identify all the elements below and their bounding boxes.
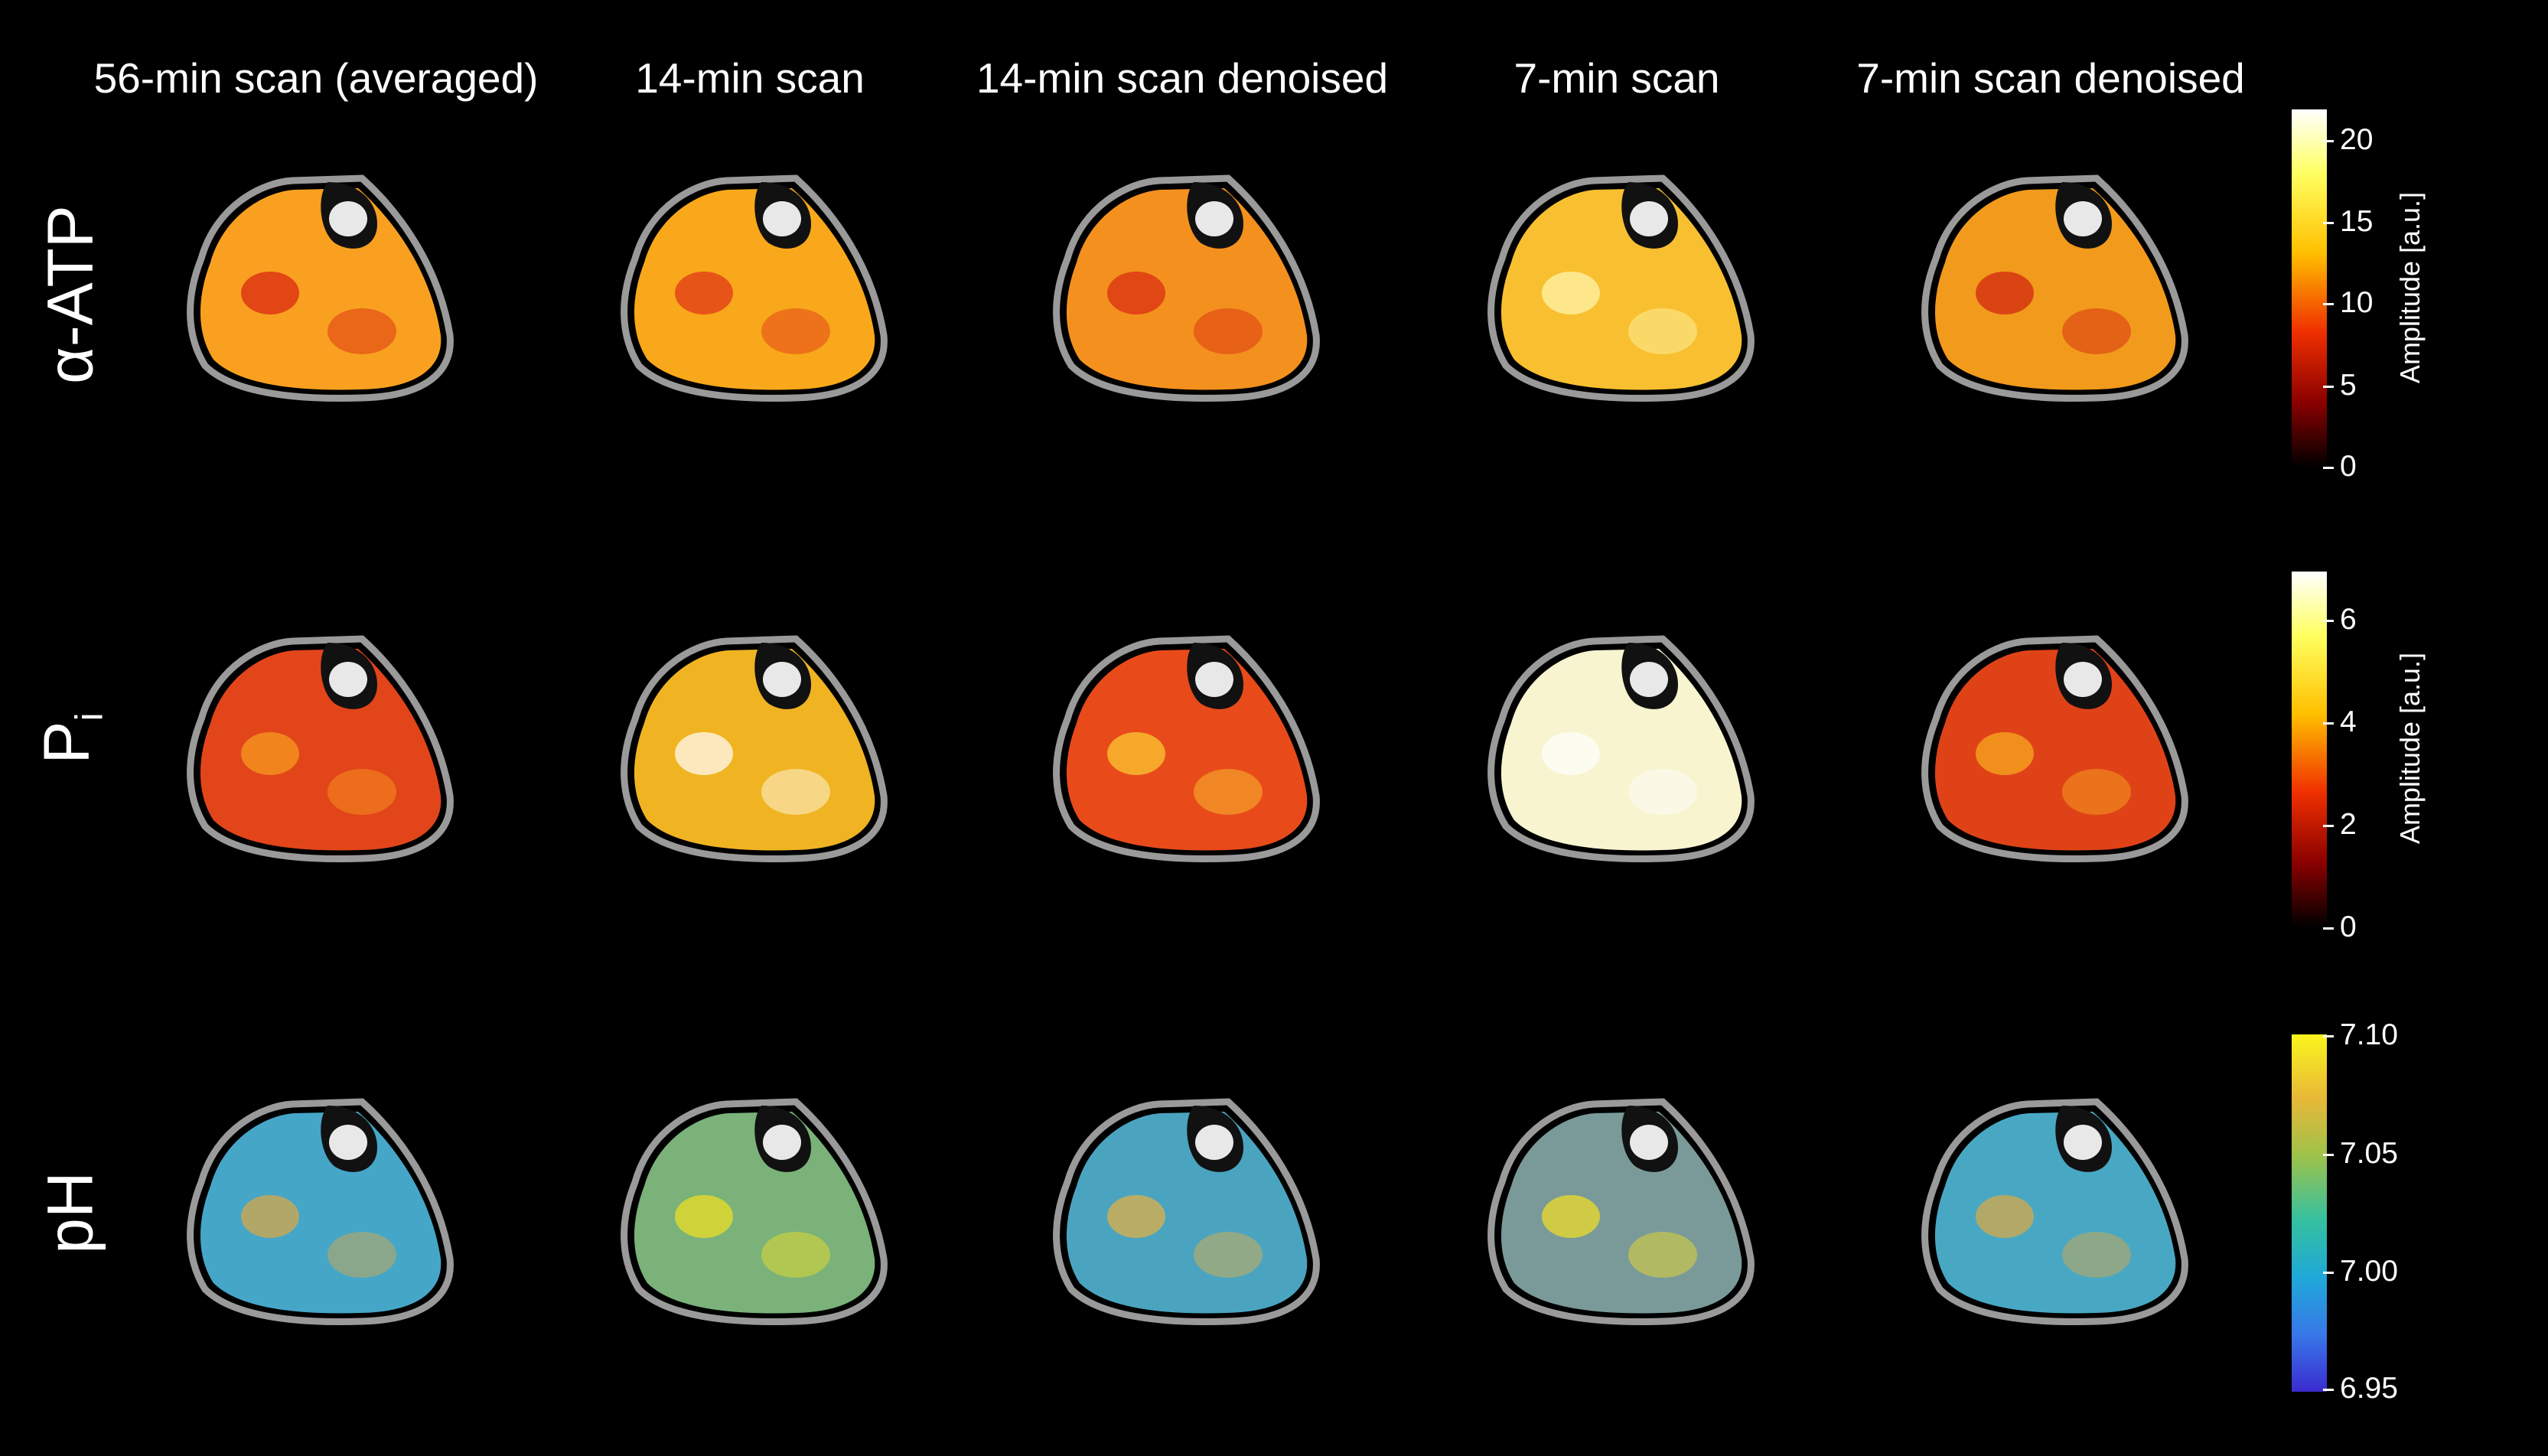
colorbar-pi bbox=[2292, 572, 2327, 927]
column-title: 7-min scan denoised bbox=[1856, 54, 2245, 102]
leg-scan-image bbox=[1471, 1090, 1762, 1327]
column-title: 14-min scan denoised bbox=[976, 54, 1389, 102]
colorbar-tick: 7.05 bbox=[2323, 1137, 2398, 1170]
leg-scan-image bbox=[1471, 627, 1762, 865]
colorbar-tick: 2 bbox=[2323, 808, 2357, 841]
leg-scan-image bbox=[1905, 167, 2196, 404]
column-title: 7-min scan bbox=[1513, 54, 1720, 102]
leg-scan-image bbox=[171, 627, 461, 865]
colorbar-tick: 7.00 bbox=[2323, 1255, 2398, 1288]
colorbar-tick: 7.10 bbox=[2323, 1018, 2398, 1051]
colorbar-tick: 6 bbox=[2323, 603, 2357, 636]
leg-scan-image bbox=[1471, 167, 1762, 404]
colorbar-tick: 4 bbox=[2323, 705, 2357, 738]
leg-scan-image bbox=[1905, 1090, 2196, 1327]
column-title: 14-min scan bbox=[635, 54, 865, 102]
colorbar-tick: 0 bbox=[2323, 910, 2357, 943]
leg-scan-image bbox=[1037, 1090, 1328, 1327]
colorbar-label: Amplitude [a.u.] bbox=[2394, 652, 2426, 845]
colorbar-atp bbox=[2292, 109, 2327, 467]
colorbar-tick: 5 bbox=[2323, 369, 2357, 402]
leg-scan-image bbox=[1037, 167, 1328, 404]
colorbar-ph bbox=[2292, 1034, 2327, 1392]
row-label-pi: Pi bbox=[30, 712, 111, 764]
colorbar-tick: 20 bbox=[2322, 123, 2374, 156]
colorbar-tick: 0 bbox=[2323, 450, 2357, 483]
leg-scan-image bbox=[1905, 627, 2196, 865]
row-label-alpha-atp: α-ATP bbox=[34, 205, 106, 384]
row-label-ph: pH bbox=[34, 1171, 106, 1254]
column-title: 56-min scan (averaged) bbox=[93, 54, 539, 102]
colorbar-tick: 6.95 bbox=[2323, 1372, 2398, 1405]
colorbar-tick: 10 bbox=[2322, 286, 2374, 319]
colorbar-label: Amplitude [a.u.] bbox=[2394, 191, 2426, 384]
leg-scan-image bbox=[1037, 627, 1328, 865]
leg-scan-image bbox=[171, 167, 461, 404]
leg-scan-image bbox=[171, 1090, 461, 1327]
leg-scan-image bbox=[604, 627, 895, 865]
colorbar-tick: 15 bbox=[2322, 205, 2374, 238]
leg-scan-image bbox=[604, 1090, 895, 1327]
leg-scan-image bbox=[604, 167, 895, 404]
